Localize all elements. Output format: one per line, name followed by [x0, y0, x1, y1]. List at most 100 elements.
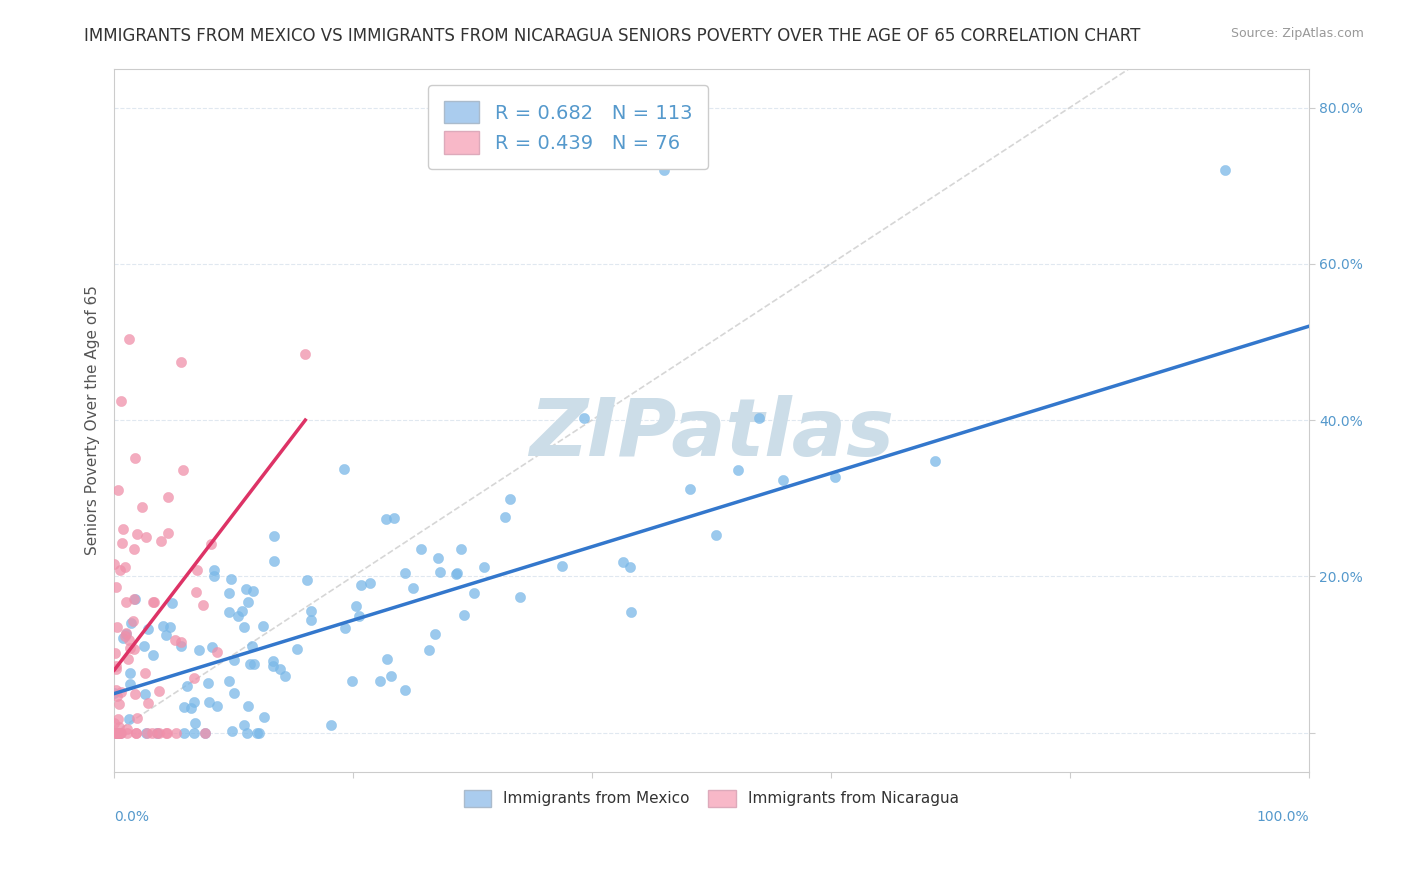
Point: [114, 595, 136, 609]
Text: ZIPatlas: ZIPatlas: [529, 395, 894, 473]
Point: [103, 686, 125, 700]
Point: [122, 642, 145, 657]
Point: [112, 632, 135, 646]
Point: [103, 558, 125, 572]
Point: [135, 530, 157, 544]
Point: [148, 683, 170, 698]
Y-axis label: Seniors Poverty Over the Age of 65: Seniors Poverty Over the Age of 65: [86, 285, 100, 555]
Point: [201, 640, 224, 654]
Point: [173, 700, 195, 714]
Point: [319, 718, 342, 732]
Point: [108, 725, 131, 739]
Point: [184, 585, 207, 599]
Point: [200, 537, 222, 551]
Point: [418, 643, 440, 657]
Point: [197, 676, 219, 690]
Point: [652, 163, 675, 178]
Point: [107, 725, 129, 739]
Point: [269, 662, 291, 676]
Point: [246, 725, 269, 739]
Point: [704, 528, 727, 542]
Point: [294, 347, 316, 361]
Point: [236, 725, 259, 739]
Point: [274, 669, 297, 683]
Point: [135, 725, 157, 739]
Point: [263, 529, 285, 543]
Point: [394, 683, 416, 698]
Text: 0.0%: 0.0%: [114, 810, 149, 824]
Point: [125, 725, 148, 739]
Point: [242, 584, 264, 599]
Point: [235, 582, 257, 596]
Point: [350, 578, 373, 592]
Point: [120, 665, 142, 680]
Point: [333, 461, 356, 475]
Point: [104, 725, 127, 739]
Point: [236, 699, 259, 714]
Point: [427, 550, 450, 565]
Point: [163, 633, 186, 648]
Point: [194, 725, 217, 739]
Point: [411, 541, 433, 556]
Legend: Immigrants from Mexico, Immigrants from Nicaragua: Immigrants from Mexico, Immigrants from …: [457, 783, 965, 814]
Point: [224, 653, 246, 667]
Point: [401, 581, 423, 595]
Point: [110, 685, 132, 699]
Point: [184, 716, 207, 731]
Point: [242, 657, 264, 671]
Point: [679, 482, 702, 496]
Point: [138, 622, 160, 636]
Point: [194, 725, 217, 739]
Point: [104, 725, 127, 739]
Point: [394, 566, 416, 580]
Point: [240, 639, 263, 653]
Point: [207, 645, 229, 659]
Point: [207, 699, 229, 714]
Point: [263, 554, 285, 568]
Point: [499, 491, 522, 506]
Point: [107, 712, 129, 726]
Point: [146, 725, 169, 739]
Point: [472, 560, 495, 574]
Point: [124, 592, 146, 607]
Point: [104, 662, 127, 676]
Point: [108, 720, 131, 734]
Point: [176, 679, 198, 693]
Point: [463, 586, 485, 600]
Point: [120, 615, 142, 630]
Point: [232, 619, 254, 633]
Point: [299, 604, 322, 618]
Point: [187, 643, 209, 657]
Point: [1213, 163, 1236, 178]
Point: [159, 620, 181, 634]
Point: [117, 652, 139, 666]
Point: [772, 473, 794, 487]
Point: [108, 725, 131, 739]
Point: [160, 596, 183, 610]
Point: [142, 594, 165, 608]
Point: [156, 490, 179, 504]
Point: [170, 635, 193, 649]
Point: [135, 725, 157, 739]
Point: [347, 609, 370, 624]
Point: [118, 641, 141, 656]
Point: [620, 605, 643, 619]
Point: [423, 627, 446, 641]
Point: [285, 641, 308, 656]
Point: [612, 555, 634, 569]
Point: [551, 559, 574, 574]
Point: [375, 652, 398, 666]
Point: [368, 673, 391, 688]
Point: [180, 701, 202, 715]
Point: [453, 608, 475, 623]
Point: [143, 595, 166, 609]
Point: [221, 572, 243, 586]
Point: [117, 725, 139, 739]
Point: [118, 712, 141, 726]
Point: [111, 522, 134, 536]
Point: [108, 725, 131, 739]
Point: [104, 683, 127, 698]
Point: [262, 659, 284, 673]
Point: [125, 725, 148, 739]
Point: [104, 580, 127, 594]
